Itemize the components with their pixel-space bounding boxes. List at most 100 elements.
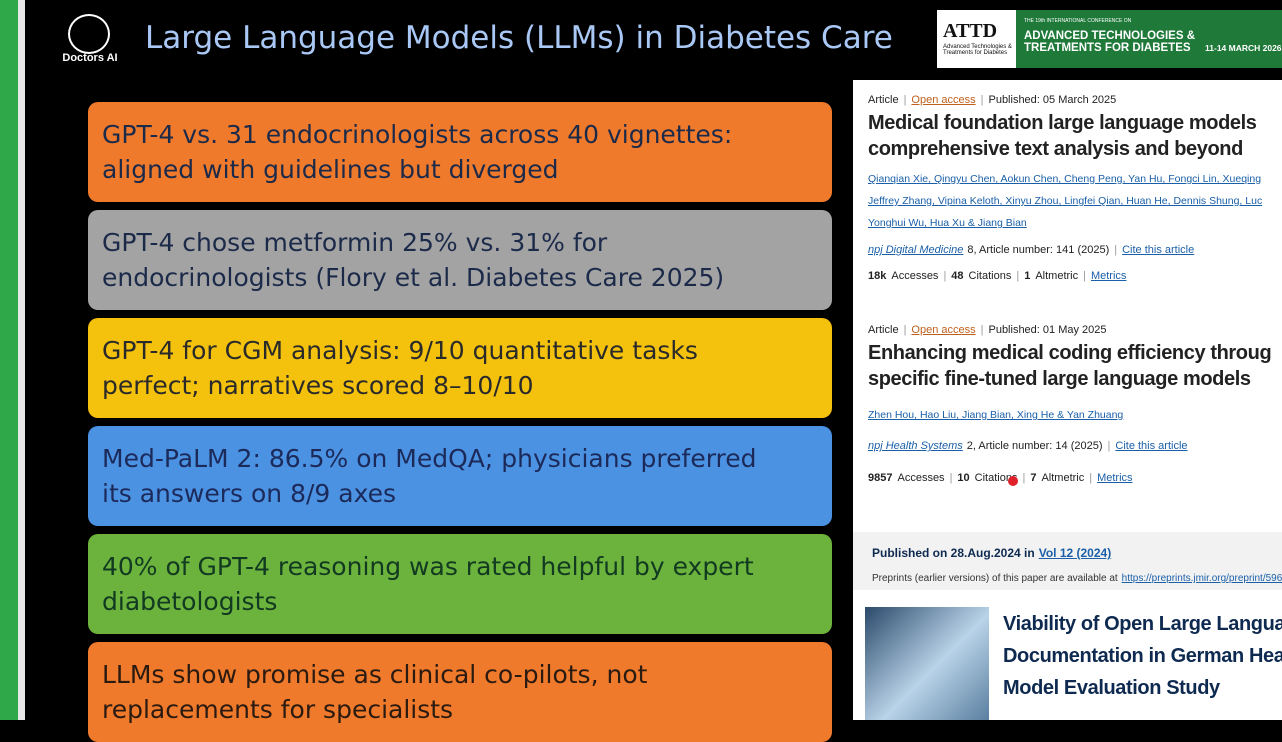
point-text: endocrinologists (Flory et al. Diabetes … (102, 263, 725, 292)
metric-label: Accesses (891, 270, 939, 282)
jmir-title: Viability of Open Large Language M Docume… (1003, 608, 1282, 704)
point-text: aligned with guidelines but diverged (102, 155, 559, 184)
point-text: Med-PaLM 2: 86.5% on MedQA; physicians p… (102, 444, 757, 473)
point-text: GPT-4 chose metformin 25% vs. 31% for (102, 228, 608, 257)
metrics-link[interactable]: Metrics (1097, 472, 1133, 484)
title-line[interactable]: Documentation in German Health C (1003, 645, 1282, 667)
separator: | (1089, 472, 1093, 484)
article-image (865, 607, 989, 720)
preprints-text: Preprints (earlier versions) of this pap… (872, 573, 1118, 584)
title-line[interactable]: Enhancing medical coding efficiency thro… (868, 342, 1272, 364)
separator: | (980, 94, 984, 106)
point-box: LLMs show promise as clinical co-pilots,… (88, 642, 832, 742)
published: Published: 01 May 2025 (988, 324, 1107, 336)
metrics: 18k Accesses | 48 Citations | 1 Altmetric | Metri… (868, 270, 1262, 282)
metric-label: Altmetric (1035, 270, 1079, 282)
title-line[interactable]: specific fine-tuned large language model… (868, 368, 1251, 390)
metric-label: Accesses (897, 472, 945, 484)
slide-title: Large Language Models (LLMs) in Diabetes… (145, 20, 893, 56)
author-line[interactable]: Jeffrey Zhang, Vipina Keloth, Xinyu Zhou… (868, 195, 1263, 207)
preprints: Preprints (earlier versions) of this pap… (872, 573, 1282, 584)
article-type: Article (868, 324, 899, 336)
metric-value: 18k (868, 270, 887, 282)
author-line[interactable]: Yonghui Wu, Hua Xu & Jiang Bian (868, 217, 1027, 229)
banner-dates: 11-14 MARCH 2026, (1205, 43, 1282, 53)
point-text: its answers on 8/9 axes (102, 479, 397, 508)
point-text: perfect; narratives scored 8–10/10 (102, 371, 534, 400)
separator: | (1107, 440, 1111, 452)
banner-logo: ATTD (943, 20, 998, 42)
separator: | (1114, 244, 1118, 256)
author-line[interactable]: Qianqian Xie, Qingyu Chen, Aokun Chen, C… (868, 173, 1262, 185)
published: Published on 28.Aug.2024 in (872, 546, 1035, 560)
jmir-header: Published on 28.Aug.2024 in Vol 12 (2024)… (853, 532, 1282, 590)
article-panel: Article | Open access | Published: 05 March … (853, 80, 1282, 720)
logo-text: Doctors AI (62, 52, 118, 64)
separator: | (903, 324, 907, 336)
separator: | (1022, 472, 1026, 484)
point-box: 40% of GPT-4 reasoning was rated helpful… (88, 534, 832, 634)
banner: ATTD Advanced Technologies & Treatments … (937, 10, 1282, 68)
metrics: 9857 Accesses | 10 Citations | 7 Altmetric | Metr… (868, 472, 1271, 484)
separator: | (943, 270, 947, 282)
journal[interactable]: npj Digital Medicine (868, 244, 964, 256)
article-title: Enhancing medical coding efficiency thro… (868, 340, 1272, 392)
journal[interactable]: npj Health Systems (868, 440, 963, 452)
article: Article | Open access | Published: 05 March … (868, 94, 1262, 282)
authors: Zhen Hou, Hao Liu, Jiang Bian, Xing He &… (868, 404, 1271, 426)
point-box: GPT-4 for CGM analysis: 9/10 quantitativ… (88, 318, 832, 418)
cite-link[interactable]: Cite this article (1115, 440, 1188, 452)
point-text: 40% of GPT-4 reasoning was rated helpful… (102, 552, 754, 581)
cite-link[interactable]: Cite this article (1122, 244, 1195, 256)
article-number: 8, Article number: 141 (2025) (967, 244, 1110, 256)
title-line[interactable]: Medical foundation large language models (868, 112, 1257, 134)
article-number: 2, Article number: 14 (2025) (966, 440, 1103, 452)
jmir-published: Published on 28.Aug.2024 in Vol 12 (2024) (872, 546, 1111, 560)
journal-line: npj Health Systems 2, Article number: 14 … (868, 440, 1271, 452)
point-text: diabetologists (102, 587, 278, 616)
open-access[interactable]: Open access (911, 324, 976, 336)
metric-value: 9857 (868, 472, 893, 484)
metric-label: Citations (974, 472, 1018, 484)
open-access[interactable]: Open access (911, 94, 976, 106)
article-meta: Article | Open access | Published: 01 May 20… (868, 324, 1271, 336)
banner-kicker: THE 19th INTERNATIONAL CONFERENCE ON (1024, 18, 1132, 24)
article-type: Article (868, 94, 899, 106)
published: Published: 05 March 2025 (988, 94, 1117, 106)
title-line[interactable]: Model Evaluation Study (1003, 677, 1220, 699)
separator: | (980, 324, 984, 336)
gap (18, 0, 25, 720)
logo-icon (68, 14, 110, 54)
volume-link[interactable]: Vol 12 (2024) (1038, 546, 1112, 560)
metric-value: 10 (957, 472, 970, 484)
metric-value: 1 (1024, 270, 1031, 282)
point-box: GPT-4 chose metformin 25% vs. 31% for end… (88, 210, 832, 310)
point-text: LLMs show promise as clinical co-pilots,… (102, 660, 648, 689)
metric-value: 48 (951, 270, 964, 282)
banner-logo-sub: Advanced Technologies & Treatments for D… (943, 44, 1012, 56)
banner-logo-bg (937, 10, 1016, 68)
journal-line: npj Digital Medicine 8, Article number: 1… (868, 244, 1262, 256)
author-line[interactable]: Zhen Hou, Hao Liu, Jiang Bian, Xing He &… (868, 409, 1124, 421)
separator: | (1083, 270, 1086, 282)
side-strip (0, 0, 18, 720)
authors: Qianqian Xie, Qingyu Chen, Aokun Chen, C… (868, 168, 1262, 234)
article-title: Medical foundation large language models… (868, 110, 1262, 162)
title-line[interactable]: comprehensive text analysis and beyond (868, 138, 1243, 160)
separator: | (949, 472, 953, 484)
article: Article | Open access | Published: 01 May 20… (868, 324, 1272, 484)
preprints-url[interactable]: https://preprints.jmir.org/preprint/5961 (1121, 573, 1282, 584)
metric-value: 7 (1030, 472, 1037, 484)
article-meta: Article | Open access | Published: 05 March … (868, 94, 1262, 106)
title-line[interactable]: Viability of Open Large Language M (1003, 613, 1282, 635)
metrics-link[interactable]: Metrics (1090, 270, 1127, 282)
point-text: GPT-4 vs. 31 endocrinologists across 40 … (102, 120, 733, 149)
separator: | (903, 94, 907, 106)
cursor-dot (1008, 476, 1018, 486)
banner-name: ADVANCED TECHNOLOGIES & TREATMENTS FOR D… (1024, 30, 1196, 54)
metric-label: Citations (968, 270, 1012, 282)
point-box: Med-PaLM 2: 86.5% on MedQA; physicians p… (88, 426, 832, 526)
separator: | (1016, 270, 1020, 282)
metric-label: Altmetric (1041, 472, 1085, 484)
